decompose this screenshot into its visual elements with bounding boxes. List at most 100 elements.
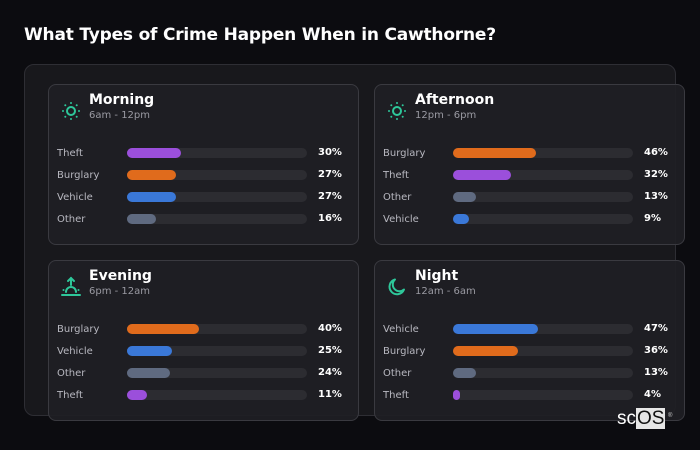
bar-row: Other 13% [383, 189, 684, 211]
bar-fill [453, 390, 461, 400]
sunset-icon [60, 276, 82, 298]
bar-track [127, 170, 307, 180]
percentage-value: 36% [644, 345, 668, 356]
card-time-range: 6am - 12pm [89, 110, 151, 121]
category-label: Vehicle [57, 192, 93, 203]
category-label: Burglary [383, 148, 426, 159]
logo-sc: sc [617, 408, 636, 429]
bar-row: Other 16% [57, 211, 358, 233]
bar-fill [453, 148, 536, 158]
bar-track [127, 214, 307, 224]
bar-track [453, 214, 633, 224]
bar-track [453, 192, 633, 202]
percentage-value: 24% [318, 367, 342, 378]
bar-row: Vehicle 47% [383, 321, 684, 343]
bar-fill [127, 214, 156, 224]
bar-fill [127, 148, 181, 158]
bar-track [453, 324, 633, 334]
bar-row: Vehicle 9% [383, 211, 684, 233]
card-time-range: 12pm - 6pm [415, 110, 477, 121]
percentage-value: 27% [318, 169, 342, 180]
bar-list: Vehicle 47% Burglary 36% Other 13% Theft 4% [383, 321, 684, 409]
bar-track [453, 148, 633, 158]
percentage-value: 13% [644, 191, 668, 202]
percentage-value: 40% [318, 323, 342, 334]
bar-track [453, 368, 633, 378]
category-label: Burglary [383, 346, 426, 357]
category-label: Vehicle [383, 324, 419, 335]
bar-row: Burglary 46% [383, 145, 684, 167]
bar-fill [127, 346, 172, 356]
registered-mark: ® [668, 413, 673, 419]
bar-fill [453, 346, 518, 356]
bar-row: Burglary 36% [383, 343, 684, 365]
bar-fill [453, 170, 511, 180]
category-label: Theft [57, 148, 83, 159]
percentage-value: 27% [318, 191, 342, 202]
bar-list: Burglary 46% Theft 32% Other 13% Vehicle 9% [383, 145, 684, 233]
bar-track [453, 390, 633, 400]
bar-fill [127, 324, 199, 334]
card-title: Evening [89, 268, 152, 284]
card-afternoon: Afternoon 12pm - 6pm Burglary 46% Theft 32%… [374, 84, 685, 245]
bar-row: Theft 30% [57, 145, 358, 167]
bar-row: Other 24% [57, 365, 358, 387]
percentage-value: 9% [644, 213, 661, 224]
category-label: Other [57, 368, 86, 379]
scos-logo: scOS ® [617, 408, 672, 429]
category-label: Theft [383, 390, 409, 401]
category-label: Vehicle [383, 214, 419, 225]
category-label: Vehicle [57, 346, 93, 357]
bar-fill [127, 368, 171, 378]
percentage-value: 47% [644, 323, 668, 334]
bar-track [127, 390, 307, 400]
bar-track [127, 192, 307, 202]
card-time-range: 12am - 6am [415, 286, 476, 297]
bar-track [453, 346, 633, 356]
card-time-range: 6pm - 12am [89, 286, 151, 297]
category-label: Other [383, 192, 412, 203]
card-title: Night [415, 268, 459, 284]
bar-track [127, 148, 307, 158]
bar-fill [127, 192, 176, 202]
bar-row: Vehicle 27% [57, 189, 358, 211]
bar-track [127, 368, 307, 378]
bar-list: Theft 30% Burglary 27% Vehicle 27% Other 16% [57, 145, 358, 233]
bar-row: Theft 32% [383, 167, 684, 189]
card-title: Morning [89, 92, 155, 108]
bar-row: Theft 4% [383, 387, 684, 409]
sun-icon [60, 100, 82, 122]
sun-icon [386, 100, 408, 122]
percentage-value: 4% [644, 389, 661, 400]
percentage-value: 25% [318, 345, 342, 356]
percentage-value: 16% [318, 213, 342, 224]
category-label: Burglary [57, 170, 100, 181]
percentage-value: 46% [644, 147, 668, 158]
category-label: Other [383, 368, 412, 379]
moon-icon [386, 276, 408, 298]
logo-os: OS [636, 408, 666, 429]
bar-fill [453, 192, 477, 202]
bar-list: Burglary 40% Vehicle 25% Other 24% Theft 11% [57, 321, 358, 409]
bar-row: Burglary 40% [57, 321, 358, 343]
category-label: Burglary [57, 324, 100, 335]
card-night: Night 12am - 6am Vehicle 47% Burglary 36% Ot… [374, 260, 685, 421]
card-evening: Evening 6pm - 12am Burglary 40% Vehicle 25%… [48, 260, 359, 421]
bar-row: Burglary 27% [57, 167, 358, 189]
bar-fill [453, 368, 477, 378]
percentage-value: 32% [644, 169, 668, 180]
bar-fill [453, 214, 470, 224]
percentage-value: 11% [318, 389, 342, 400]
category-label: Theft [383, 170, 409, 181]
bar-row: Vehicle 25% [57, 343, 358, 365]
bar-fill [127, 170, 176, 180]
bar-track [127, 324, 307, 334]
card-title: Afternoon [415, 92, 495, 108]
bar-row: Theft 11% [57, 387, 358, 409]
bar-track [453, 170, 633, 180]
page-title: What Types of Crime Happen When in Cawth… [24, 25, 496, 45]
bar-fill [127, 390, 147, 400]
bar-row: Other 13% [383, 365, 684, 387]
bar-fill [453, 324, 538, 334]
bar-track [127, 346, 307, 356]
